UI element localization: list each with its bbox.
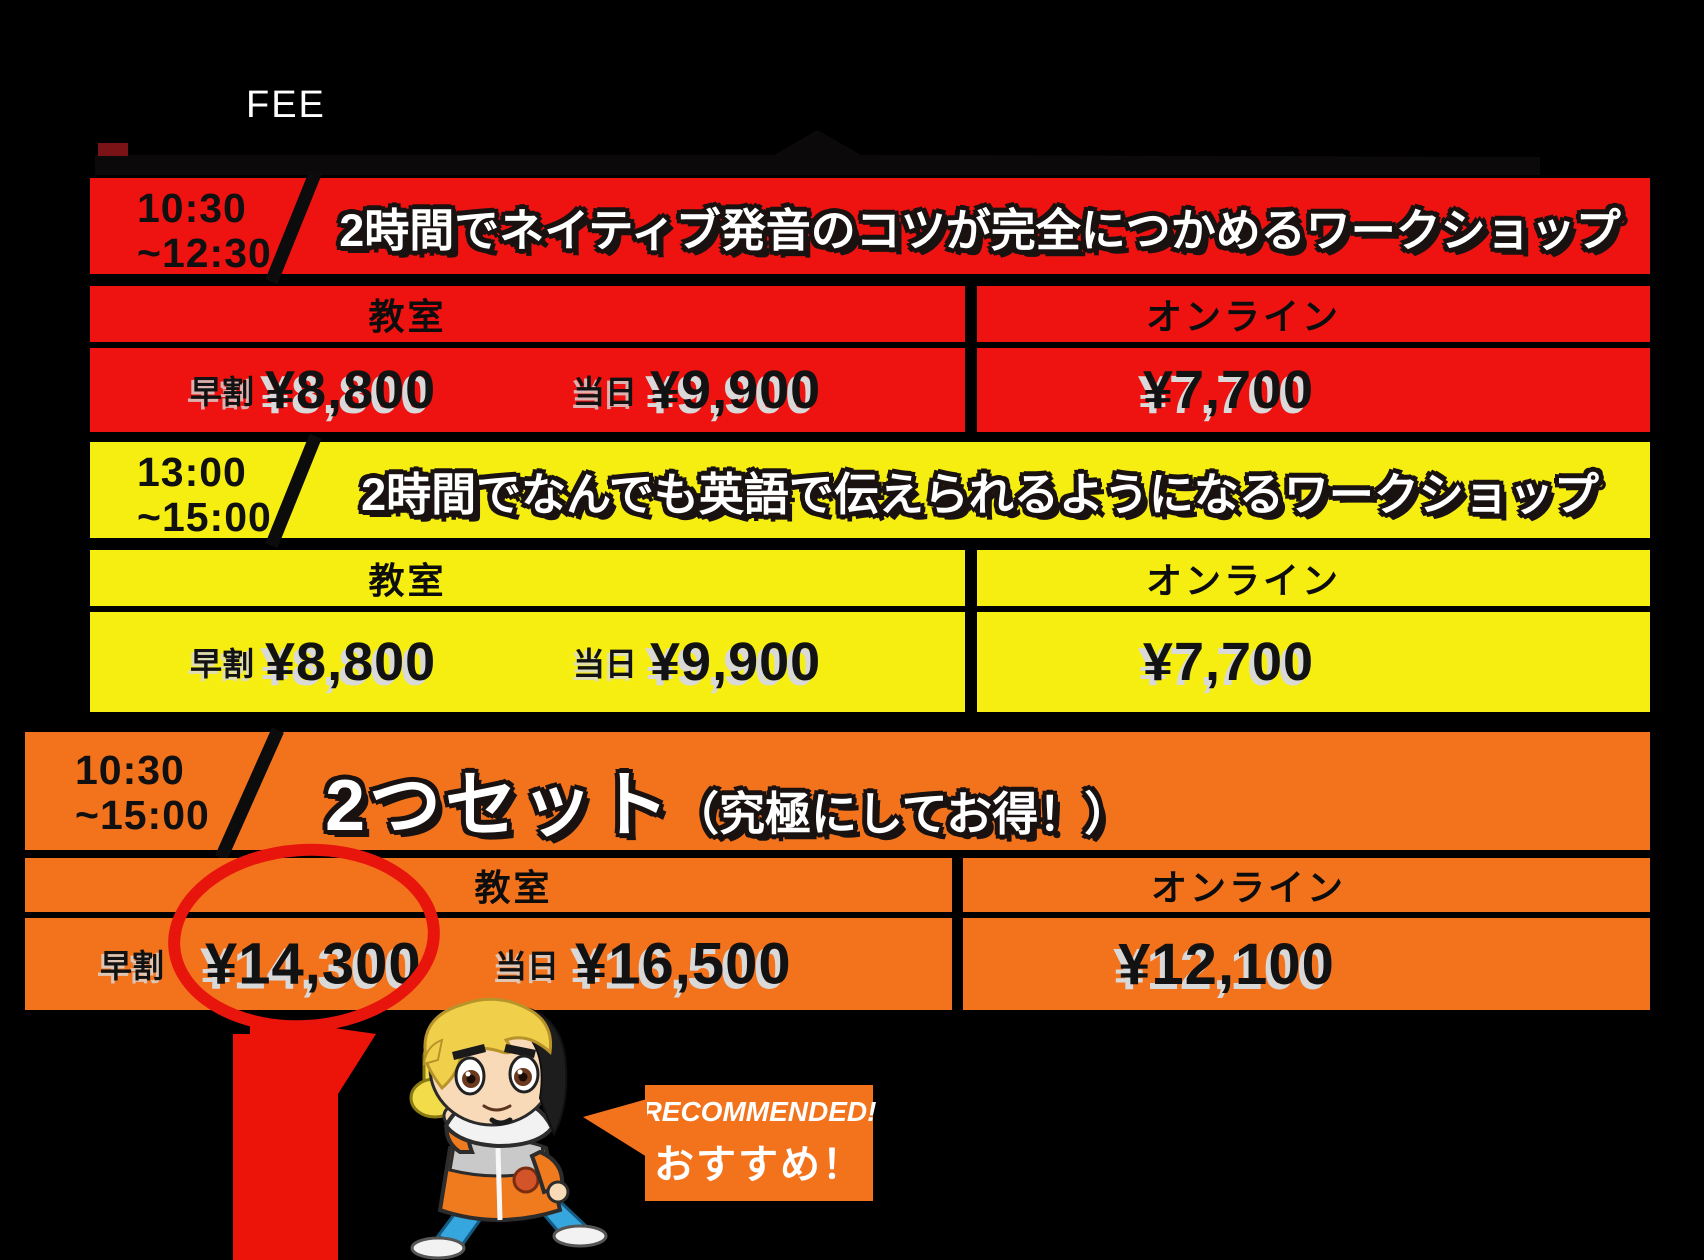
section-title-band: 10:30 ~15:00 2つセット （究極にしてお得！） [25,727,1650,861]
classroom-price-cell: 早割 ¥8,800 当日 ¥9,900 [90,348,965,432]
section-title-band: 10:30 ~12:30 2時間でネイティブ発音のコツが完全につかめるワークショ… [90,169,1650,285]
online-header: オンライン [1145,296,1341,337]
time-end: ~15:00 [75,792,210,838]
divider-slash [265,169,322,285]
same-day-price: ¥9,900 [650,632,822,692]
early-discount-label: 早割 [100,948,165,984]
online-price-cell: ¥7,700 [977,348,1650,432]
online-price: ¥7,700 [1142,632,1315,692]
classroom-price-cell: 早割 ¥8,800 当日 ¥9,900 [90,612,965,712]
classroom-header-cell: 教室 [25,858,952,912]
time-start: 13:00 [137,449,247,495]
recommend-text-jp: おすすめ！ [654,1143,864,1187]
time-end: ~15:00 [137,494,272,540]
online-header: オンライン [1150,867,1346,908]
online-price: ¥12,100 [1118,931,1335,997]
early-discount-price: ¥8,800 [265,360,437,420]
online-header-cell: オンライン [963,858,1650,912]
fee-heading: FEE [246,84,326,126]
time-range: 13:00 ~15:00 [137,450,272,540]
online-price-cell: ¥12,100 [963,918,1650,1010]
time-range: 10:30 ~12:30 [137,186,272,276]
section-title-band: 13:00 ~15:00 2時間でなんでも英語で伝えられるようになるワークショッ… [90,433,1650,549]
time-end: ~12:30 [137,230,272,276]
set-title-main: 2つセット [325,766,674,846]
same-day-price: ¥16,500 [575,931,792,997]
divider-slash [215,727,284,861]
bubble-tail [583,1099,647,1157]
online-header-cell: オンライン [977,286,1650,342]
time-range: 10:30 ~15:00 [75,748,210,838]
online-price: ¥7,700 [1142,360,1315,420]
time-start: 10:30 [137,185,247,231]
early-discount-label: 早割 [190,374,255,410]
online-header: オンライン [1145,560,1341,601]
classroom-header: 教室 [368,560,447,601]
set-title-sub: （究極にしてお得！） [673,788,1131,840]
classroom-header-cell: 教室 [90,286,965,342]
mascot-character [409,997,608,1260]
recommend-bubble: RECOMMENDED! おすすめ！ [583,1085,876,1201]
same-day-price: ¥9,900 [650,360,822,420]
workshop-title: 2時間でなんでも英語で伝えられるようになるワークショップ [361,468,1599,520]
same-day-label: 当日 [495,948,560,984]
classroom-header: 教室 [368,296,447,337]
early-discount-label: 早割 [190,646,255,682]
same-day-label: 当日 [573,374,638,410]
same-day-label: 当日 [573,646,638,682]
early-discount-price: ¥8,800 [265,632,437,692]
online-header-cell: オンライン [977,550,1650,606]
background-silhouette [95,130,1540,175]
set-title-group: 2つセット （究極にしてお得！） [325,732,1625,850]
divider-slash [265,433,322,549]
workshop-title: 2時間でネイティブ発音のコツが完全につかめるワークショップ [339,204,1621,256]
classroom-header: 教室 [474,867,553,908]
online-price-cell: ¥7,700 [977,612,1650,712]
recommend-text-en: RECOMMENDED! [641,1096,877,1127]
classroom-header-cell: 教室 [90,550,965,606]
time-start: 10:30 [75,747,185,793]
background-accent-bar [98,143,128,156]
